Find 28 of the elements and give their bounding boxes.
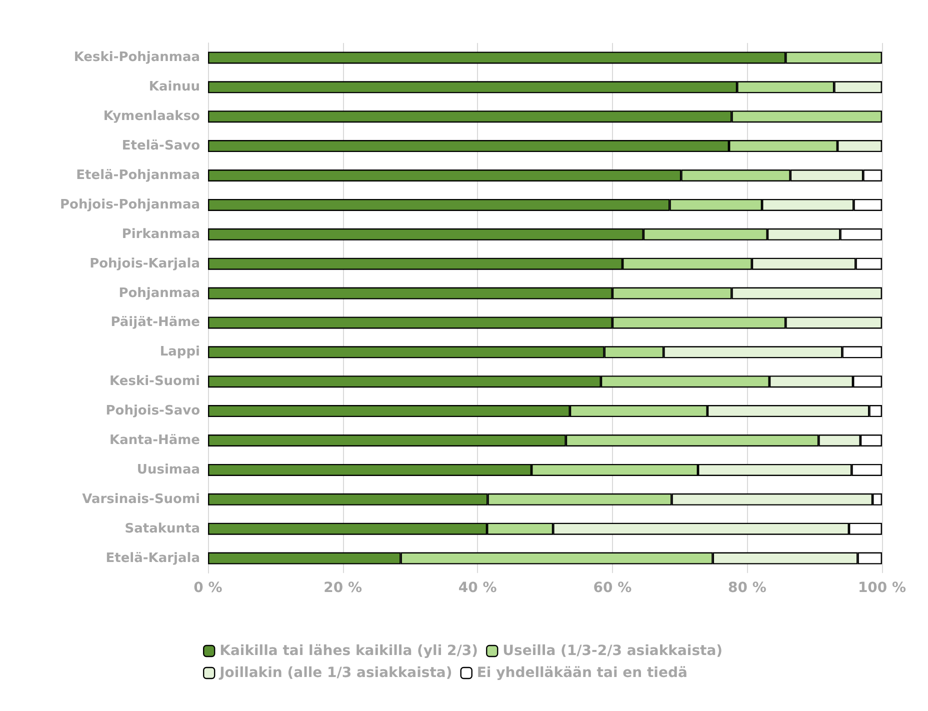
y-tick-label: Keski-Suomi <box>110 374 200 390</box>
legend-label: Useilla (1/3-2/3 asiakkaista) <box>502 643 723 659</box>
x-tick-label: 20 % <box>324 580 362 596</box>
y-tick-label: Satakunta <box>124 521 200 536</box>
y-tick-label: Keski-Pohjanmaa <box>74 50 200 66</box>
y-tick-label: Pohjanmaa <box>118 286 200 301</box>
y-tick-label: Uusimaa <box>136 462 200 478</box>
y-tick-label: Lappi <box>160 344 200 360</box>
y-tick-label: Pohjois-Karjala <box>90 256 200 272</box>
x-tick-label: 60 % <box>593 580 632 596</box>
y-tick-label: Kainuu <box>148 80 200 95</box>
x-tick-label: 0 % <box>194 580 222 596</box>
y-tick-label: Pohjois-Savo <box>106 404 200 419</box>
x-tick-label: 100 % <box>858 580 906 596</box>
legend-label: Kaikilla tai lähes kaikilla (yli 2/3) <box>220 643 478 659</box>
y-tick-label: Pirkanmaa <box>122 226 200 242</box>
y-tick-label: Päijät-Häme <box>110 315 200 330</box>
y-tick-label: Pohjois-Pohjanmaa <box>60 197 200 212</box>
y-tick-label: Etelä-Pohjanmaa <box>76 168 200 183</box>
y-tick-label: Etelä-Savo <box>122 138 200 154</box>
y-tick-label: Etelä-Karjala <box>106 550 200 566</box>
legend-label: Ei yhdelläkään tai en tiedä <box>476 665 688 681</box>
x-tick-label: 80 % <box>728 580 766 596</box>
y-tick-label: Kanta-Häme <box>110 433 200 448</box>
legend-label: Joillakin (alle 1/3 asiakkaista) <box>218 665 452 681</box>
y-tick-label: Kymenlaakso <box>103 109 200 124</box>
x-tick-label: 40 % <box>458 580 497 596</box>
y-tick-label: Varsinais-Suomi <box>82 492 200 507</box>
